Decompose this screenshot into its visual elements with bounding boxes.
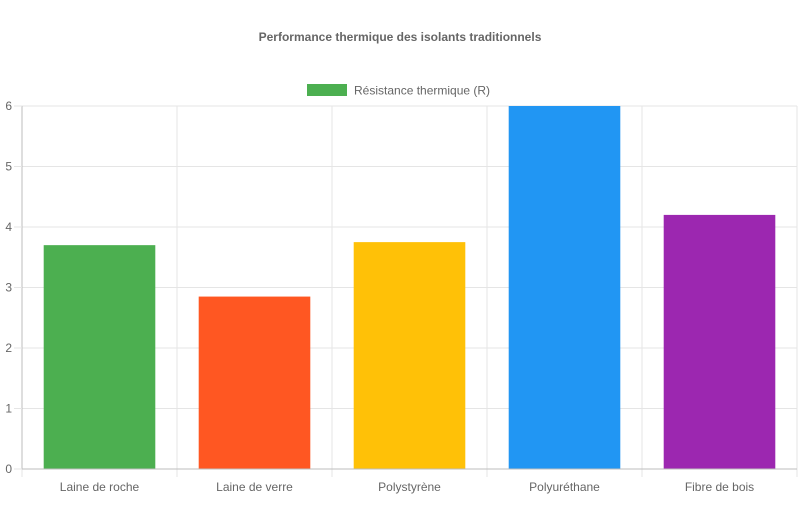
bar-polyur-thane[interactable] xyxy=(508,106,621,469)
bar-polystyr-ne[interactable] xyxy=(353,242,466,469)
y-axis-ticks: 0 1 2 3 4 5 6 xyxy=(5,99,22,476)
chart-title: Performance thermique des isolants tradi… xyxy=(259,30,542,44)
x-tick-label: Fibre de bois xyxy=(685,480,754,494)
bar-fibre-de-bois[interactable] xyxy=(663,214,776,469)
y-tick-label: 5 xyxy=(5,160,12,174)
bar-laine-de-roche[interactable] xyxy=(43,245,156,469)
x-axis-ticks: Laine de roche Laine de verre Polystyrène P… xyxy=(60,480,754,494)
legend-swatch xyxy=(307,84,347,96)
y-tick-label: 3 xyxy=(5,281,12,295)
x-tick-label: Laine de roche xyxy=(60,480,140,494)
y-tick-label: 1 xyxy=(5,402,12,416)
legend-label: Résistance thermique (R) xyxy=(354,84,490,98)
y-tick-label: 6 xyxy=(5,99,12,113)
bars xyxy=(43,106,776,469)
y-tick-label: 2 xyxy=(5,341,12,355)
bar-laine-de-verre[interactable] xyxy=(198,296,311,469)
x-tick-label: Polystyrène xyxy=(378,480,441,494)
legend[interactable]: Résistance thermique (R) xyxy=(307,84,490,98)
x-tick-label: Polyuréthane xyxy=(529,480,600,494)
x-tick-label: Laine de verre xyxy=(216,480,293,494)
y-tick-label: 0 xyxy=(5,462,12,476)
y-tick-label: 4 xyxy=(5,220,12,234)
